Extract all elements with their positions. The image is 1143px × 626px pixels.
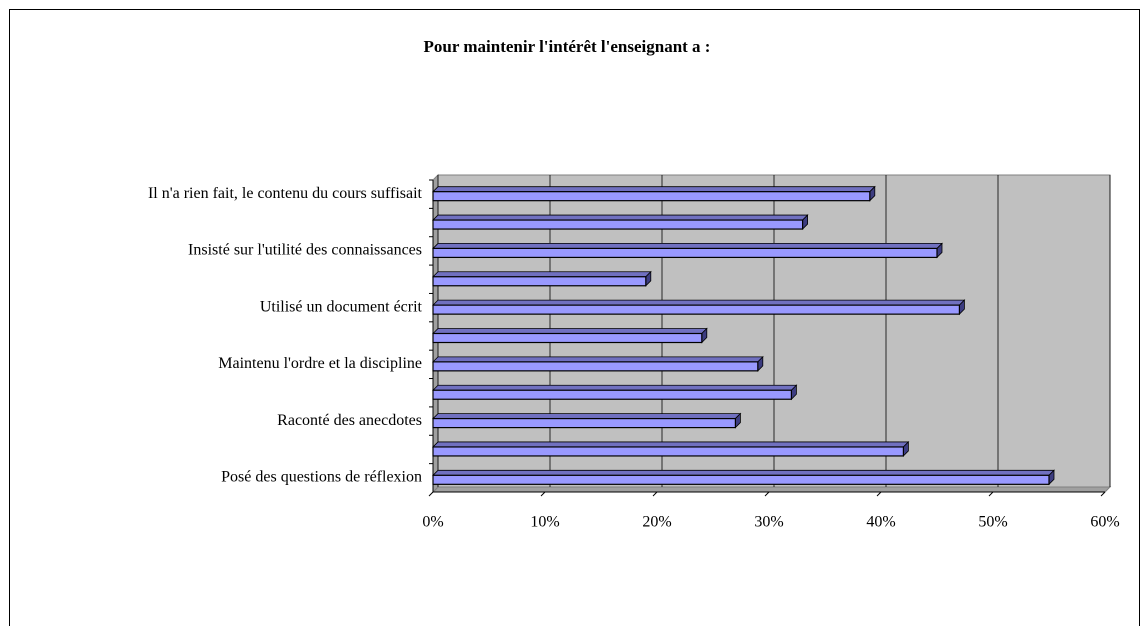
bar [432,417,736,429]
x-tick-label: 10% [530,514,559,531]
bar [432,474,1050,485]
bar-top [432,384,798,391]
y-tick-label: Il n'a rien fait, le contenu du cours su… [148,185,423,202]
bar [432,389,792,400]
x-tick-label: 60% [1090,514,1119,531]
bar [432,191,871,202]
bar-top [432,271,652,278]
plot-floor [431,486,1112,493]
y-tick-label: Posé des questions de réflexion [221,468,422,485]
x-tick-label: 40% [866,514,895,531]
x-tick [428,491,434,497]
bar-top [432,328,708,334]
bar-top [432,469,1055,476]
x-tick-label: 30% [754,514,783,531]
bar [432,276,647,287]
x-tick [876,491,882,497]
bar [432,446,904,457]
bar-top [432,356,764,363]
bar-top [432,214,809,221]
chart-title: Pour maintenir l'intérêt l'enseignant a … [424,37,711,56]
bar-top [432,413,742,419]
y-tick-label: Maintenu l'ordre et la discipline [218,355,422,372]
x-tick [540,491,546,497]
bar-top [432,186,876,193]
bar-top [432,243,943,249]
x-tick [1100,491,1106,497]
bar [432,247,938,259]
bar-top [432,441,910,448]
bar [432,304,961,315]
x-tick [988,491,994,497]
y-tick-label: Insisté sur l'utilité des connaissances [188,242,422,259]
y-tick-label: Utilisé un document écrit [260,298,423,315]
x-tick-label: 0% [422,514,443,531]
x-tick-label: 50% [978,514,1007,531]
bar [432,332,703,344]
bar [432,219,804,230]
x-tick [764,491,770,497]
bar [432,361,759,372]
x-tick [652,491,658,497]
bar-top [432,299,966,306]
x-tick-label: 20% [642,514,671,531]
y-tick-label: Raconté des anecdotes [277,412,422,429]
